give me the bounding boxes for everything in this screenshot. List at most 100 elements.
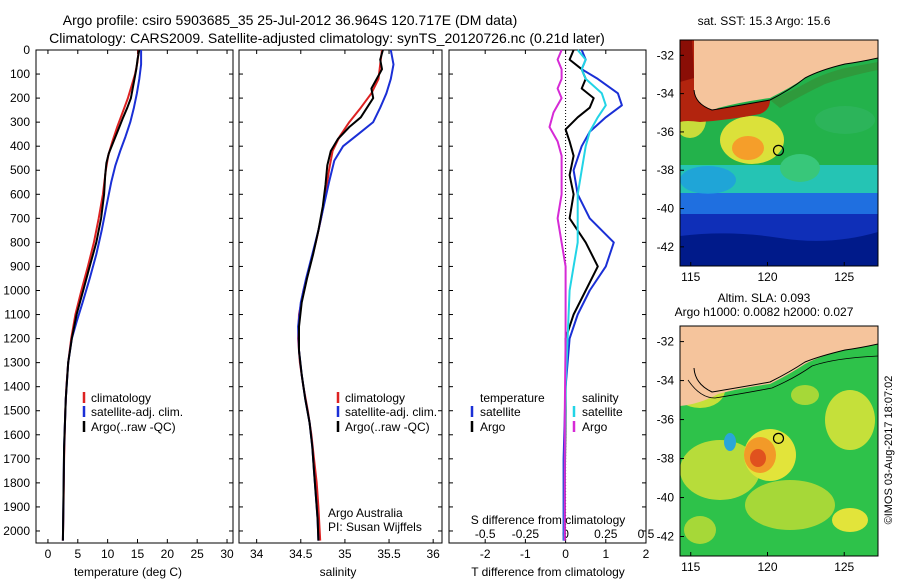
difference-series <box>548 49 623 541</box>
x-tick-label: 0 <box>45 547 52 561</box>
map-y-tick-label: -34 <box>657 374 675 388</box>
map-y-tick-label: -42 <box>657 530 675 544</box>
legend-climatology-label: climatology <box>345 391 405 405</box>
sst-map-ticks: 115 120 125 -32 -34 -36 -38 -40 -42 <box>657 48 855 284</box>
y-tick-label: 1200 <box>3 332 30 346</box>
legend-s-argo-label: Argo <box>582 420 608 434</box>
x-tick-label: 34 <box>250 547 264 561</box>
x-tick-label: 35.5 <box>377 547 401 561</box>
y-tick-label: 1100 <box>4 308 30 322</box>
y-tick-label: 400 <box>10 139 30 153</box>
y-tick-label: 100 <box>10 67 30 81</box>
legend-satellite-label: satellite-adj. clim. <box>91 405 183 419</box>
sst-map <box>680 40 878 266</box>
difference-legend: temperature salinity satellite Argo sate… <box>470 391 623 434</box>
map-y-tick-label: -32 <box>657 48 675 62</box>
x-tick-label: 20 <box>161 547 175 561</box>
x-tick-label: 10 <box>101 547 115 561</box>
credit-line-1: Argo Australia <box>328 506 403 520</box>
map-y-tick-label: -40 <box>657 491 675 505</box>
salinity-legend: climatology satellite-adj. clim. Argo(..… <box>336 391 437 434</box>
legend-t-satellite-label: satellite <box>480 405 521 419</box>
credit-line-2: PI: Susan Wijffels <box>328 520 422 534</box>
top-tick-label: -0.25 <box>512 527 540 541</box>
figure-subtitle: Climatology: CARS2009. Satellite-adjuste… <box>49 30 605 46</box>
y-tick-label: 1000 <box>3 283 30 297</box>
map-y-tick-label: -36 <box>657 413 675 427</box>
y-tick-label: 1800 <box>3 476 30 490</box>
sla-map-title-2: Argo h1000: 0.0082 h2000: 0.027 <box>675 305 854 319</box>
x-tick-label: 1 <box>602 547 609 561</box>
x-tick-label: -2 <box>480 547 491 561</box>
x-tick-label: 15 <box>131 547 145 561</box>
map-y-tick-label: -32 <box>657 335 675 349</box>
top-tick-label: 0.5 <box>638 527 655 541</box>
x-tick-label: 25 <box>191 547 205 561</box>
y-tick-label: 1700 <box>3 452 30 466</box>
map-y-tick-label: -38 <box>657 452 675 466</box>
legend-argo-label: Argo(..raw -QC) <box>91 420 176 434</box>
legend-s-satellite-label: satellite <box>582 405 623 419</box>
sst-map-frame <box>679 39 879 267</box>
map-y-tick-label: -38 <box>657 163 675 177</box>
x-tick-label: 36 <box>426 547 440 561</box>
difference-xlabel: T difference from climatology <box>471 565 625 579</box>
map-x-tick-label: 120 <box>757 560 777 574</box>
profile-location-marker <box>772 144 785 156</box>
legend-climatology-label: climatology <box>91 391 151 405</box>
sst-map-title: sat. SST: 15.3 Argo: 15.6 <box>698 14 831 28</box>
sst-coastline <box>693 57 878 111</box>
x-tick-label: 34.5 <box>289 547 313 561</box>
map-y-tick-label: -40 <box>657 202 675 216</box>
y-tick-label: 300 <box>10 115 30 129</box>
map-x-tick-label: 120 <box>757 270 777 284</box>
salinity-panel <box>238 49 443 544</box>
y-tick-label: 800 <box>10 235 30 249</box>
map-y-tick-label: -34 <box>657 87 675 101</box>
y-tick-label: 1900 <box>3 500 30 514</box>
x-tick-label: 2 <box>643 547 650 561</box>
x-tick-label: -1 <box>520 547 531 561</box>
x-tick-label: 0 <box>562 547 569 561</box>
y-tick-label: 600 <box>10 187 30 201</box>
series-line-s-satellite <box>563 49 607 541</box>
x-tick-label: 5 <box>74 547 81 561</box>
series-line-t-argo <box>563 49 599 541</box>
y-tick-label: 900 <box>10 259 30 273</box>
x-tick-label: 35 <box>338 547 352 561</box>
series-line-s-argo <box>548 49 567 541</box>
map-x-tick-label: 115 <box>681 560 700 574</box>
series-line-argo-raw-qc <box>61 49 141 541</box>
difference-top-label: S difference from climatology <box>471 513 626 527</box>
sla-map-title-1: Altim. SLA: 0.093 <box>718 291 811 305</box>
y-tick-label: 1600 <box>3 428 30 442</box>
y-tick-label: 0 <box>23 43 30 57</box>
y-tick-label: 500 <box>10 163 30 177</box>
legend-salinity-title: salinity <box>582 391 619 405</box>
x-tick-label: 30 <box>220 547 234 561</box>
series-line-t-satellite <box>562 49 623 541</box>
temperature-axes: 0 5 10 15 20 25 300100200300400500600700800900… <box>3 43 234 561</box>
y-tick-label: 2000 <box>3 524 30 538</box>
sla-map <box>680 326 878 556</box>
y-tick-label: 1500 <box>3 404 30 418</box>
temperature-series <box>61 49 143 541</box>
temperature-legend: climatology satellite-adj. clim. Argo(..… <box>82 391 183 434</box>
sla-coastline <box>693 343 878 393</box>
sla-map-frame <box>679 325 879 557</box>
watermark: ©IMOS 03-Aug-2017 18:07:02 <box>883 376 895 525</box>
map-x-tick-label: 125 <box>834 270 854 284</box>
map-x-tick-label: 125 <box>834 560 854 574</box>
sla-contour <box>687 355 878 399</box>
sla-map-ticks: 115 120 125 -32 -34 -36 -38 -40 -42 <box>657 335 855 574</box>
series-line-argo-raw-qc <box>298 49 384 541</box>
legend-temperature-title: temperature <box>480 391 545 405</box>
temperature-panel <box>35 49 234 544</box>
legend-satellite-label: satellite-adj. clim. <box>345 405 437 419</box>
top-tick-label: -0.5 <box>475 527 496 541</box>
legend-t-argo-label: Argo <box>480 420 506 434</box>
map-x-tick-label: 115 <box>681 270 700 284</box>
y-tick-label: 200 <box>10 91 30 105</box>
salinity-axes: 34 34.5 35 35.5 36 <box>239 49 442 561</box>
